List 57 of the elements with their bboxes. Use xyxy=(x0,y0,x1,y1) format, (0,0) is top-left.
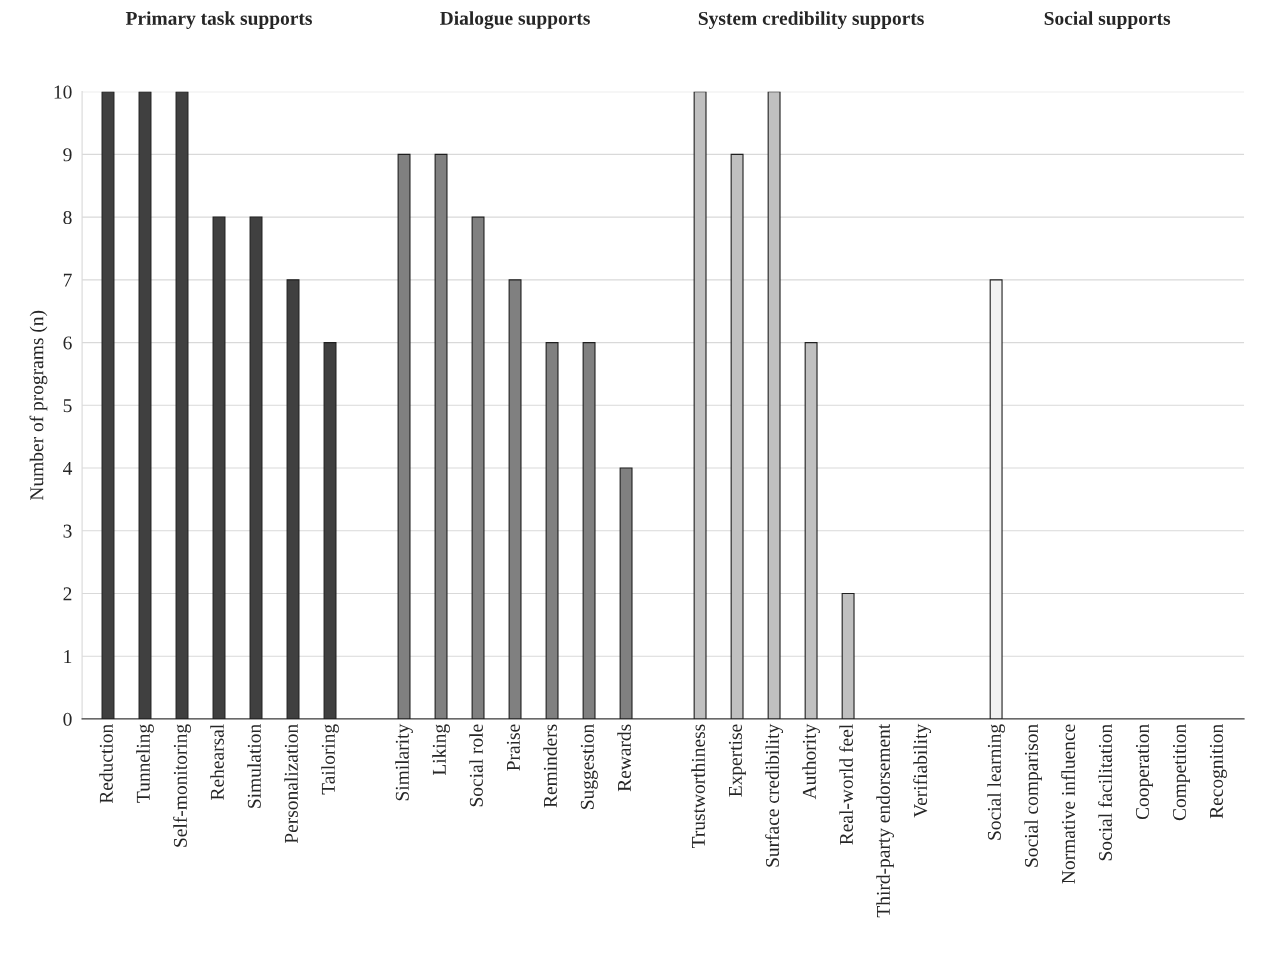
y-tick-label: 7 xyxy=(63,273,72,287)
bar xyxy=(434,153,448,719)
x-tick-label: Reminders xyxy=(543,724,557,808)
bar xyxy=(508,279,522,719)
x-tick-label: Social comparison xyxy=(1024,724,1042,867)
text: Dialogue supports xyxy=(440,11,590,29)
y-tick-label: 3 xyxy=(63,524,72,538)
x-tick-label: Social facilitation xyxy=(1098,724,1112,861)
x-tick-label: Authority xyxy=(802,723,820,800)
x-tick-label: Praise xyxy=(506,724,520,771)
x-tick-label: Simulation xyxy=(247,724,261,808)
y-tick-label: 0 xyxy=(63,712,72,726)
y-axis-title: Number of programs (n) xyxy=(29,310,48,501)
x-tick-label: Similarity xyxy=(395,723,413,801)
bar xyxy=(397,153,411,719)
x-tick-label: Rewards xyxy=(617,724,631,792)
bar xyxy=(619,467,633,719)
x-tick-label: Self-monitoring xyxy=(173,724,191,847)
bar xyxy=(471,216,485,719)
text: Social supports xyxy=(1044,11,1171,29)
x-tick-label: Third-party endorsement xyxy=(876,723,894,918)
y-tick-label: 4 xyxy=(63,461,73,475)
bar xyxy=(730,153,744,719)
y-tick-label: 6 xyxy=(63,336,72,350)
x-tick-label: Real-world feel xyxy=(839,724,853,845)
x-tick-label: Recognition xyxy=(1209,724,1227,819)
text: System credibility supports xyxy=(698,11,924,29)
y-tick-label: 1 xyxy=(64,650,72,663)
x-tick-label: Tunneling xyxy=(136,724,154,803)
x-tick-label: Suggestion xyxy=(580,724,598,809)
x-tick-label: Verifiability xyxy=(913,723,932,818)
x-tick-label: Normative influence xyxy=(1061,724,1075,884)
bar xyxy=(582,342,596,719)
x-tick-label: Competition xyxy=(1172,724,1190,821)
x-tick-label: Cooperation xyxy=(1135,724,1153,820)
x-tick-label: Social learning xyxy=(987,724,1005,840)
text: Primary task supports xyxy=(125,11,312,29)
bar xyxy=(841,592,855,719)
bar xyxy=(767,91,781,719)
bar xyxy=(545,342,559,719)
bar xyxy=(693,91,707,719)
x-tick-label: Expertise xyxy=(728,724,746,797)
bar xyxy=(804,342,818,719)
x-tick-label: Social role xyxy=(469,724,483,807)
bar xyxy=(989,279,1003,719)
y-tick-label: 5 xyxy=(63,399,72,413)
y-tick-label: 10 xyxy=(54,85,72,99)
y-tick-label: 8 xyxy=(63,210,72,225)
x-tick-label: Reduction xyxy=(99,724,113,804)
x-tick-label: Trustworthiness xyxy=(691,724,705,849)
x-tick-label: Tailoring xyxy=(321,724,339,795)
x-tick-label: Surface credibility xyxy=(765,723,784,867)
y-tick-label: 2 xyxy=(63,587,72,601)
x-tick-label: Personalization xyxy=(284,724,298,844)
x-tick-label: Liking xyxy=(432,724,450,776)
x-tick-label: Rehearsal xyxy=(210,724,224,800)
y-tick-label: 9 xyxy=(63,148,72,162)
